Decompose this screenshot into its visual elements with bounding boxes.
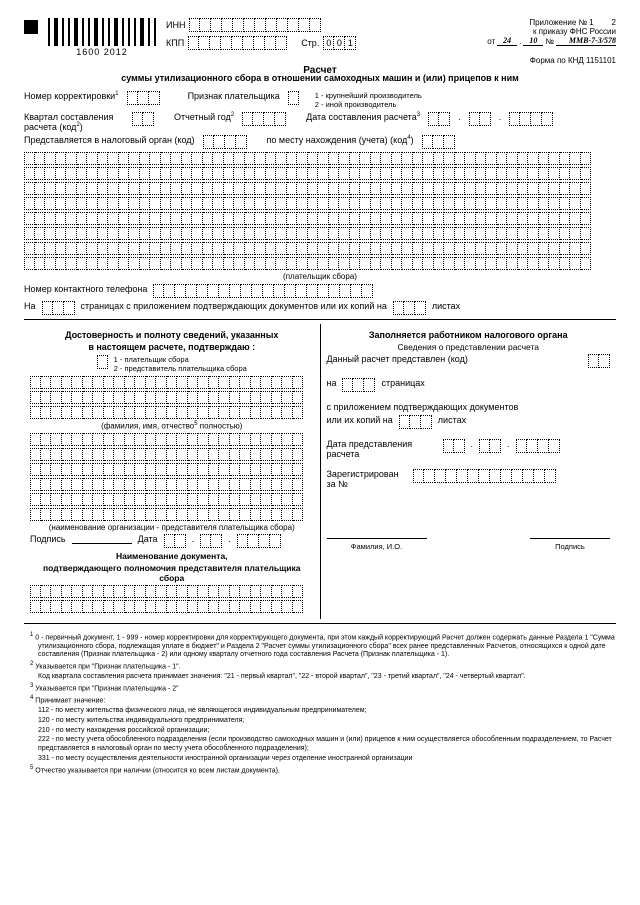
barcode: 1600 2012 — [48, 18, 156, 57]
text-row[interactable] — [30, 463, 314, 476]
kvartal-cells[interactable] — [132, 112, 154, 126]
text-row[interactable] — [24, 167, 616, 180]
na-cells[interactable] — [42, 301, 75, 315]
text-row[interactable] — [24, 197, 616, 210]
god-cells[interactable] — [242, 112, 286, 126]
listah-label: листах — [432, 301, 460, 311]
predst-cells[interactable] — [203, 135, 247, 149]
na-label: На — [24, 301, 36, 311]
pomestu-cells[interactable] — [422, 135, 455, 149]
text-row[interactable] — [30, 585, 314, 598]
str-cells: 001 — [323, 36, 356, 50]
kvartal-label: Квартал составления расчета (код2) — [24, 112, 124, 132]
header-bar: 1600 2012 ИНН КПП Стр. 001 Приложени — [24, 18, 616, 57]
inn-cells[interactable] — [189, 18, 321, 32]
text-row[interactable] — [24, 242, 616, 255]
right-column: Заполняется работником налогового органа… — [321, 324, 617, 619]
text-row[interactable] — [30, 508, 314, 521]
tel-cells[interactable] — [153, 284, 373, 298]
marker-square — [24, 20, 38, 34]
signature-line[interactable] — [72, 534, 132, 544]
text-row[interactable] — [24, 152, 616, 165]
text-row[interactable] — [30, 448, 314, 461]
appendix-info: Приложение № 1 2 к приказу ФНС России от… — [487, 18, 616, 46]
two-columns: Достоверность и полноту сведений, указан… — [24, 324, 616, 619]
korr-label: Номер корректировки1 — [24, 91, 119, 101]
data-sost-label: Дата составления расчета3 — [306, 112, 420, 122]
text-row[interactable] — [30, 600, 314, 613]
listah-cells[interactable] — [393, 301, 426, 315]
left-column: Достоверность и полноту сведений, указан… — [24, 324, 321, 619]
text-row[interactable] — [30, 493, 314, 506]
text-row[interactable] — [24, 257, 616, 270]
korr-cells[interactable] — [127, 91, 160, 105]
god-label: Отчетный год2 — [174, 112, 234, 122]
doc-subtitle: суммы утилизационного сбора в отношении … — [24, 73, 616, 83]
priznak-label: Признак плательщика — [188, 91, 280, 101]
footnotes: 1 0 - первичный документ, 1 - 999 - номе… — [24, 632, 616, 776]
priznak-cell[interactable] — [288, 91, 299, 105]
kpp-label: КПП — [166, 38, 184, 48]
inn-label: ИНН — [166, 20, 185, 30]
text-row[interactable] — [30, 391, 314, 404]
stranicah-label: страницах с приложением подтверждающих д… — [81, 301, 387, 311]
text-row[interactable] — [30, 478, 314, 491]
text-row[interactable] — [30, 376, 314, 389]
priznak-notes: 1 - крупнейший производитель2 - иной про… — [315, 91, 422, 109]
pomestu-label: по месту нахождения (учета) (код4) — [267, 135, 414, 145]
predst-label: Представляется в налоговый орган (код) — [24, 135, 195, 145]
text-row[interactable] — [24, 212, 616, 225]
confirm-cell[interactable] — [97, 355, 108, 369]
str-label: Стр. — [301, 38, 319, 48]
text-row[interactable] — [24, 182, 616, 195]
tel-label: Номер контактного телефона — [24, 284, 147, 294]
form-code: Форма по КНД 1151101 — [24, 56, 616, 65]
kpp-cells[interactable] — [188, 36, 287, 50]
data-sost-cells[interactable] — [428, 112, 450, 126]
text-row[interactable] — [24, 227, 616, 240]
text-row[interactable] — [30, 406, 314, 419]
platelshik-note: (плательщик сбора) — [24, 272, 616, 281]
text-row[interactable] — [30, 433, 314, 446]
barcode-number: 1600 2012 — [76, 47, 128, 57]
